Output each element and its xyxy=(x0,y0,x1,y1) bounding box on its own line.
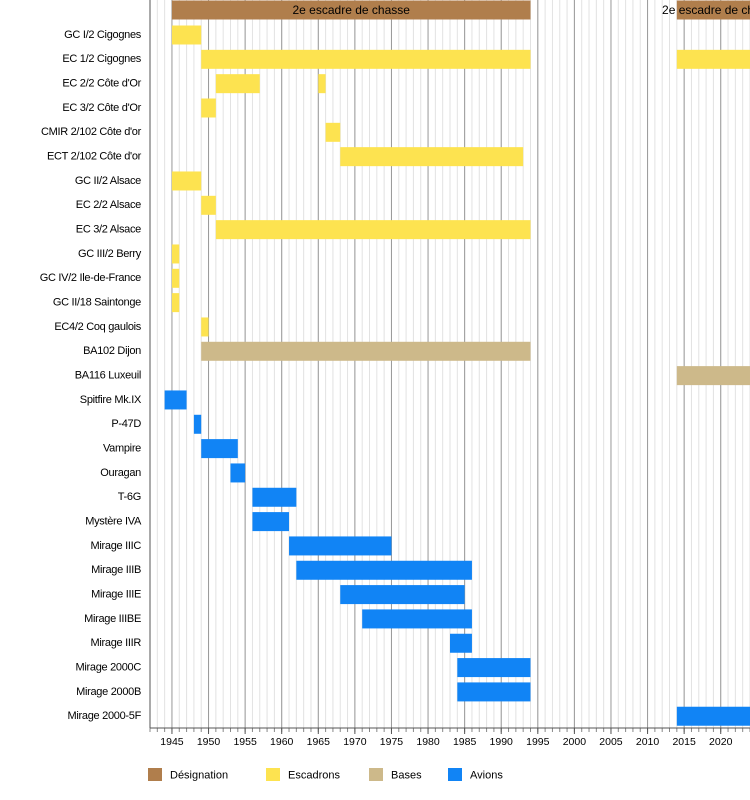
bar xyxy=(676,49,750,69)
bar-label: 2e escadre de chasse xyxy=(662,3,750,17)
x-tick-label: 1955 xyxy=(233,736,257,748)
row-label: T-6G xyxy=(118,491,141,503)
row-label: Mirage IIIB xyxy=(91,564,141,576)
row-label: Vampire xyxy=(103,443,141,455)
x-tick-label: 2000 xyxy=(563,736,587,748)
row-label: Mirage IIIR xyxy=(91,637,142,649)
row-label: Mirage IIIBE xyxy=(84,613,141,625)
grid xyxy=(149,0,750,728)
bar xyxy=(201,439,238,459)
bar xyxy=(676,0,750,20)
bar-label: 2e escadre de chasse xyxy=(293,3,411,17)
bar xyxy=(201,98,216,118)
x-tick-label: 2010 xyxy=(636,736,660,748)
x-tick-label: 1990 xyxy=(490,736,514,748)
row-label: Mystère IVA xyxy=(85,516,142,528)
row-label: Mirage 2000-5F xyxy=(68,710,142,722)
row-label: GC II/2 Alsace xyxy=(75,175,141,187)
bar xyxy=(164,390,187,410)
bar xyxy=(171,268,180,288)
row-label: BA102 Dijon xyxy=(83,345,141,357)
row-label: GC III/2 Berry xyxy=(78,248,142,260)
x-tick-label: 2020 xyxy=(709,736,733,748)
row-label: Mirage 2000C xyxy=(76,661,142,673)
legend-swatch xyxy=(448,768,462,781)
x-tick-label: 1980 xyxy=(416,736,440,748)
bar xyxy=(676,366,750,386)
bar xyxy=(230,463,246,483)
legend-label: Avions xyxy=(470,769,503,781)
bar xyxy=(457,658,531,678)
x-tick-label: 1975 xyxy=(380,736,404,748)
bar xyxy=(325,122,341,142)
bar xyxy=(450,633,472,653)
bar xyxy=(289,536,392,556)
x-tick-label: 2005 xyxy=(599,736,623,748)
bar xyxy=(201,195,216,215)
bar xyxy=(318,74,326,94)
x-tick-label: 1970 xyxy=(343,736,367,748)
bar xyxy=(252,487,297,507)
row-label: EC4/2 Coq gaulois xyxy=(54,321,141,333)
bar xyxy=(171,244,180,264)
row-label: Mirage IIIC xyxy=(91,540,142,552)
row-label: Ouragan xyxy=(100,467,141,479)
bar xyxy=(171,25,202,45)
row-label: Mirage 2000B xyxy=(76,686,141,698)
bars: 2e escadre de chasse 2e escadre de chasse xyxy=(164,0,750,726)
x-tick-label: 1960 xyxy=(270,736,294,748)
row-label: EC 3/2 Alsace xyxy=(76,224,141,236)
legend-label: Désignation xyxy=(170,769,228,781)
x-tick-label: 1985 xyxy=(453,736,477,748)
row-label: Mirage IIIE xyxy=(91,588,141,600)
bar xyxy=(362,609,472,629)
bar xyxy=(201,317,209,337)
row-label: ECT 2/102 Côte d'or xyxy=(47,151,142,163)
bar xyxy=(457,682,531,702)
x-tick-label: 1950 xyxy=(197,736,221,748)
bar xyxy=(171,0,531,20)
row-label: GC IV/2 Ile-de-France xyxy=(40,272,141,284)
row-label: GC I/2 Cigognes xyxy=(64,29,142,41)
bar xyxy=(193,414,202,434)
bar xyxy=(201,49,531,69)
x-tick-label: 2015 xyxy=(672,736,696,748)
legend-swatch xyxy=(266,768,280,781)
x-tick-label: 1995 xyxy=(526,736,550,748)
row-label: EC 2/2 Alsace xyxy=(76,199,141,211)
x-tick-label: 1965 xyxy=(307,736,331,748)
bar xyxy=(201,341,531,361)
bar xyxy=(171,293,180,313)
row-label: CMIR 2/102 Côte d'or xyxy=(41,126,142,138)
legend-swatch xyxy=(369,768,383,781)
row-label: EC 3/2 Côte d'Or xyxy=(62,102,141,114)
legend-swatch xyxy=(148,768,162,781)
row-label: EC 1/2 Cigognes xyxy=(62,53,141,65)
bar xyxy=(340,585,465,605)
axis: 1945 1950 1955 1960 1965 1970 1975 1980 1985 1990… xyxy=(40,0,750,748)
legend-label: Escadrons xyxy=(288,769,340,781)
bar xyxy=(340,147,524,167)
row-label: BA116 Luxeuil xyxy=(75,370,141,382)
legend-label: Bases xyxy=(391,769,422,781)
bar xyxy=(252,512,290,532)
row-label: EC 2/2 Côte d'Or xyxy=(62,78,141,90)
bar xyxy=(296,560,472,580)
bar xyxy=(171,171,202,191)
row-label: P-47D xyxy=(111,418,141,430)
x-tick-label: 1945 xyxy=(160,736,184,748)
bar xyxy=(215,220,531,240)
bar xyxy=(676,706,750,726)
row-label: Spitfire Mk.IX xyxy=(80,394,142,406)
row-label: GC II/18 Saintonge xyxy=(53,297,141,309)
bar xyxy=(215,74,260,94)
